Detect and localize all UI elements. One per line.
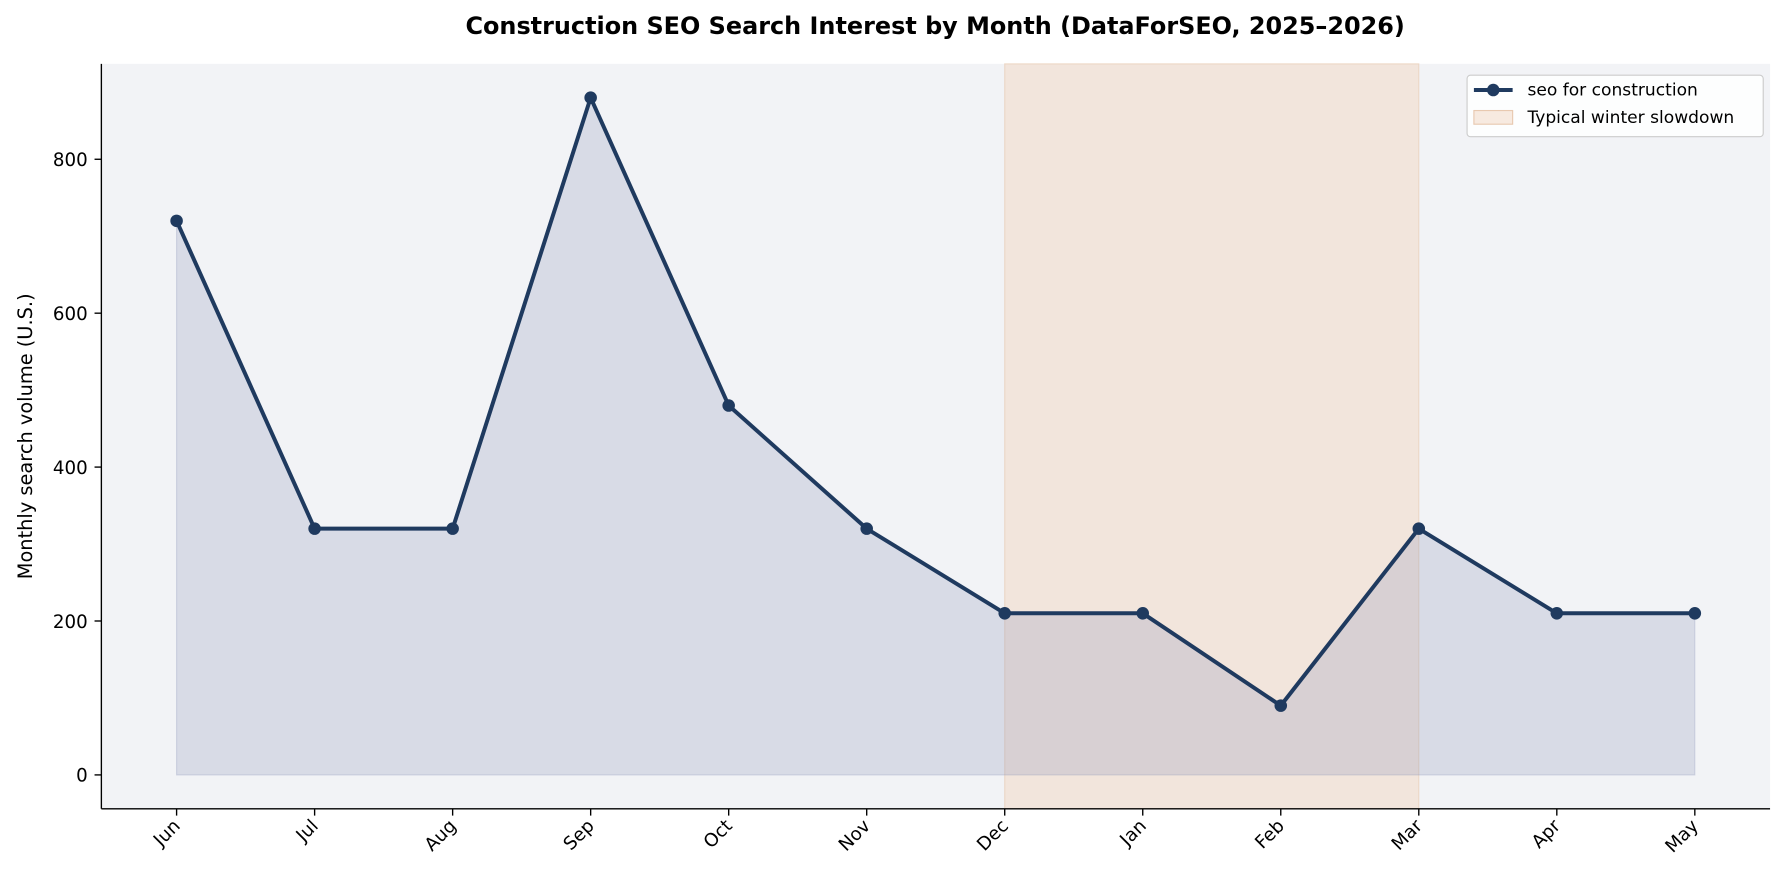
x-tick-label: Apr bbox=[1528, 815, 1565, 852]
x-tick-label: Sep bbox=[560, 816, 599, 855]
x-tick-label: May bbox=[1661, 816, 1703, 858]
point bbox=[1688, 607, 1702, 620]
x-tick-label: Mar bbox=[1388, 815, 1428, 855]
x-tick-label: Oct bbox=[700, 816, 737, 853]
point bbox=[860, 522, 873, 535]
legend-label: Typical winter slowdown bbox=[1526, 108, 1734, 128]
point bbox=[308, 522, 321, 535]
y-tick-label: 600 bbox=[53, 304, 88, 325]
y-tick-label: 800 bbox=[53, 150, 88, 171]
legend-marker bbox=[1487, 83, 1500, 97]
x-tick-label: Aug bbox=[421, 816, 461, 856]
legend-patch bbox=[1473, 109, 1514, 125]
chart-title: Construction SEO Search Interest by Mont… bbox=[465, 12, 1404, 40]
legend-box bbox=[1466, 74, 1764, 138]
point bbox=[170, 214, 183, 228]
legend-label: seo for construction bbox=[1527, 81, 1697, 101]
y-tick-label: 0 bbox=[76, 766, 88, 787]
x-tick-label: Dec bbox=[973, 816, 1013, 856]
x-tick-label: Feb bbox=[1251, 816, 1289, 854]
x-tick-label: Jan bbox=[1115, 816, 1150, 851]
x-tick-label: Jun bbox=[149, 816, 185, 852]
point bbox=[1412, 522, 1426, 535]
point bbox=[584, 91, 597, 104]
plot-background bbox=[101, 63, 1771, 809]
y-tick-label: 400 bbox=[53, 458, 88, 479]
legend: seo for construction Typical winter slowd… bbox=[1466, 74, 1764, 138]
line bbox=[174, 95, 1695, 708]
y-axis-label: Monthly search volume (U.S.) bbox=[14, 293, 37, 579]
shaded-span bbox=[1004, 63, 1420, 810]
point bbox=[1550, 607, 1564, 620]
point bbox=[1274, 699, 1288, 712]
point bbox=[446, 522, 459, 535]
point bbox=[722, 399, 735, 412]
plot-area bbox=[170, 63, 1702, 810]
x-tick-label: Nov bbox=[835, 816, 875, 856]
y-tick-label: 200 bbox=[53, 612, 88, 633]
point bbox=[1136, 607, 1150, 620]
x-tick-label: Jul bbox=[292, 816, 323, 847]
point bbox=[998, 607, 1011, 620]
